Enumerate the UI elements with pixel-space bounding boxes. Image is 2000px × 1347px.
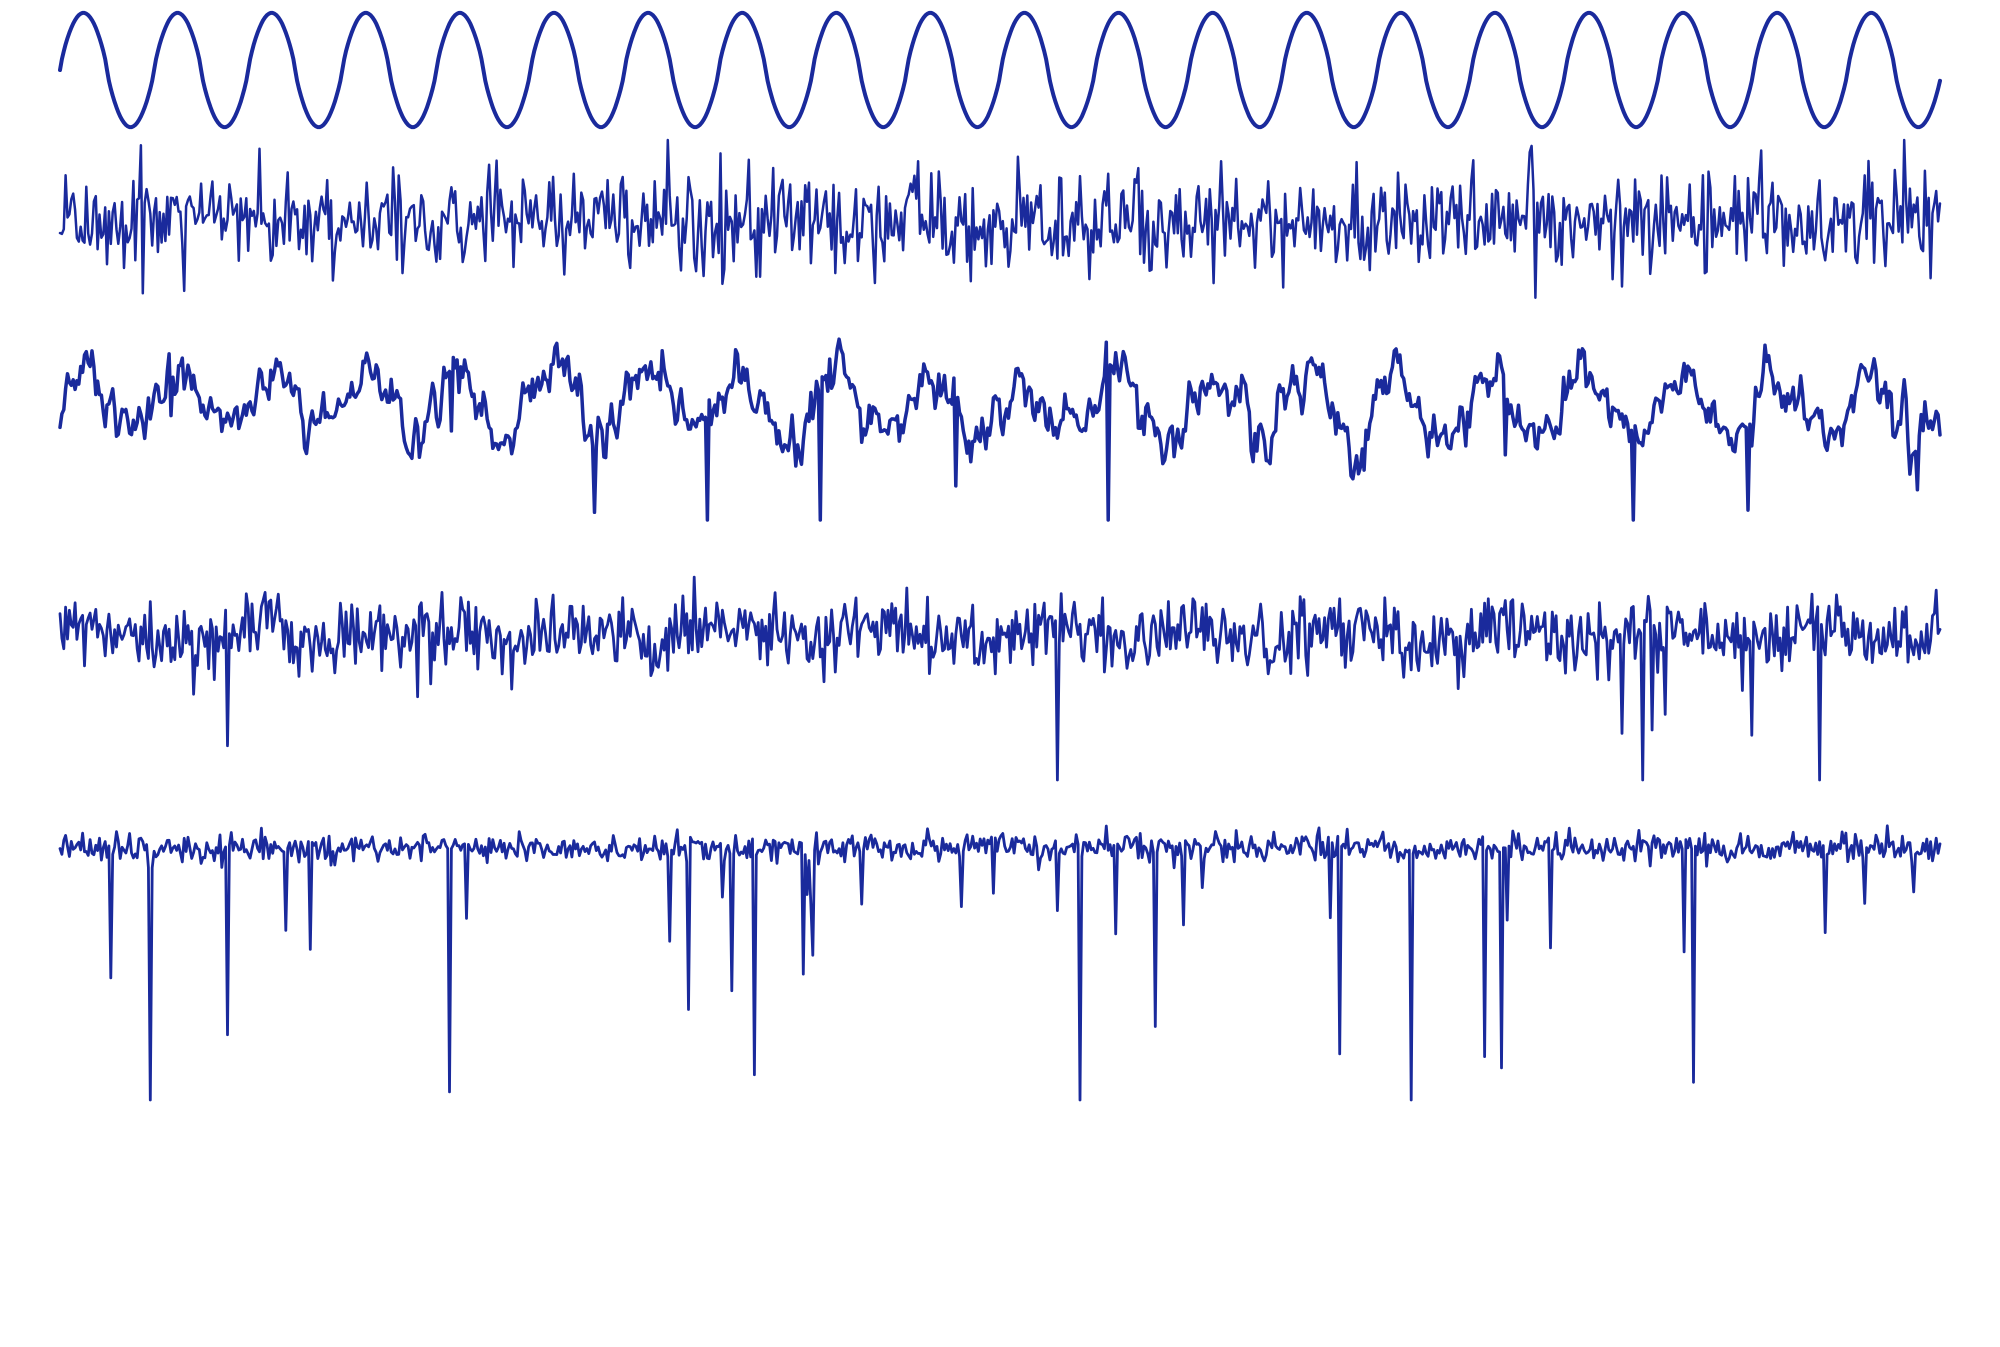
panel-mixed — [60, 560, 1940, 780]
panel-noise — [60, 140, 1940, 300]
panel-spikes-trace — [60, 826, 1940, 1100]
panel-mixed-svg — [60, 560, 1940, 780]
panel-noise-svg — [60, 140, 1940, 300]
panel-sine-trace — [60, 13, 1940, 127]
panel-sine — [60, 10, 1940, 130]
panel-noise-trace — [60, 140, 1940, 298]
panel-brownian — [60, 320, 1940, 520]
panel-spikes — [60, 820, 1940, 1100]
panel-spikes-svg — [60, 820, 1940, 1100]
panel-brownian-trace — [60, 339, 1940, 520]
panel-brownian-svg — [60, 320, 1940, 520]
panel-sine-svg — [60, 10, 1940, 130]
panel-mixed-trace — [60, 577, 1940, 780]
figure-container — [0, 0, 2000, 1347]
